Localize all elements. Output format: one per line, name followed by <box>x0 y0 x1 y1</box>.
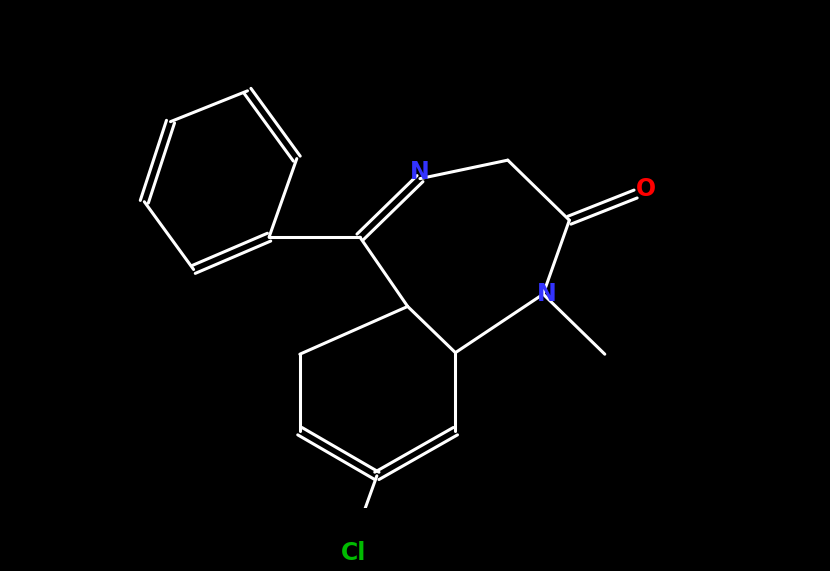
Text: N: N <box>410 160 430 184</box>
Text: N: N <box>537 282 557 306</box>
Text: Cl: Cl <box>341 541 367 565</box>
Text: O: O <box>637 178 657 202</box>
